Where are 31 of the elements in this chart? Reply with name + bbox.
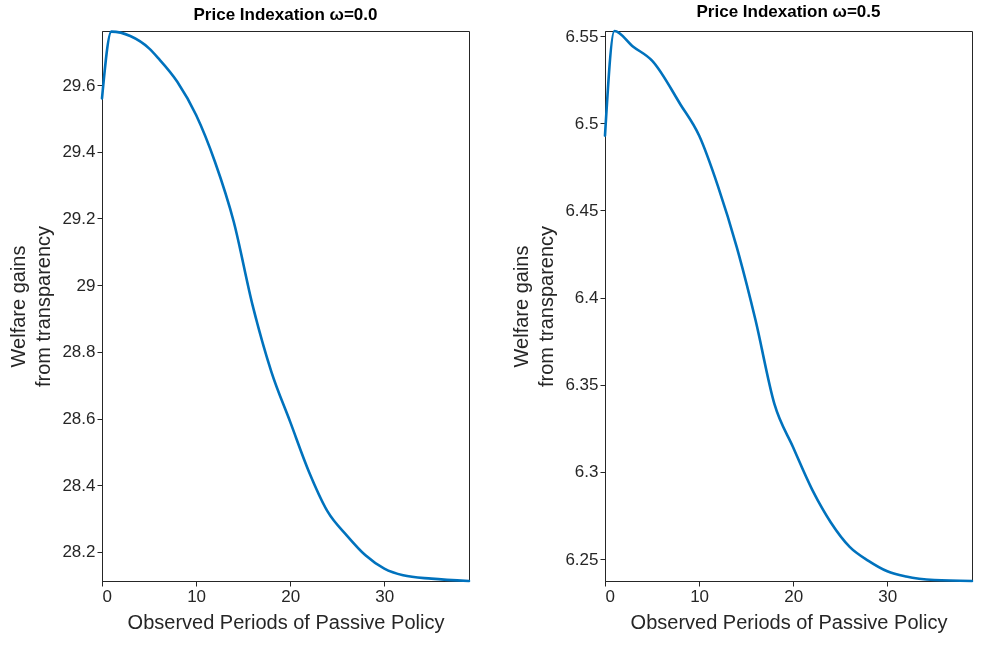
y-tick-label: 29.6 xyxy=(62,75,96,95)
x-tick-label: 10 xyxy=(187,586,207,606)
y-tick-label: 28.8 xyxy=(62,342,96,362)
y-tick-label: 28.4 xyxy=(62,475,96,495)
x-tick-label: 20 xyxy=(281,586,301,606)
y-tick-label: 28.2 xyxy=(62,542,96,562)
y-tick-label: 6.25 xyxy=(565,549,599,569)
x-axis-title: Observed Periods of Passive Policy xyxy=(127,610,445,633)
y-tick-label: 28.6 xyxy=(62,409,96,429)
line-series xyxy=(100,30,471,583)
y-axis-title: Welfare gains from transparency xyxy=(7,225,55,388)
y-tick-label: 29 xyxy=(76,275,96,295)
x-axis-title: Observed Periods of Passive Policy xyxy=(630,610,948,633)
y-tick-label: 29.4 xyxy=(62,142,96,162)
x-tick-label: 0 xyxy=(605,586,615,606)
line-series xyxy=(603,29,974,583)
y-tick-label: 29.2 xyxy=(62,208,96,228)
x-tick-label: 30 xyxy=(878,586,898,606)
y-axis-title: Welfare gains from transparency xyxy=(510,225,558,388)
x-tick-label: 20 xyxy=(784,586,804,606)
chart-title: Price Indexation ω=0.5 xyxy=(696,2,881,22)
y-tick-label: 6.55 xyxy=(565,26,599,46)
x-tick-label: 0 xyxy=(102,586,112,606)
y-tick-label: 6.3 xyxy=(574,462,599,482)
chart-title: Price Indexation ω=0.0 xyxy=(193,5,378,25)
x-tick-label: 10 xyxy=(690,586,710,606)
y-tick-label: 6.35 xyxy=(565,375,599,395)
y-tick-label: 6.4 xyxy=(574,288,599,308)
y-tick-label: 6.45 xyxy=(565,201,599,220)
x-tick-label: 30 xyxy=(375,586,395,606)
y-tick-label: 6.5 xyxy=(574,113,599,133)
